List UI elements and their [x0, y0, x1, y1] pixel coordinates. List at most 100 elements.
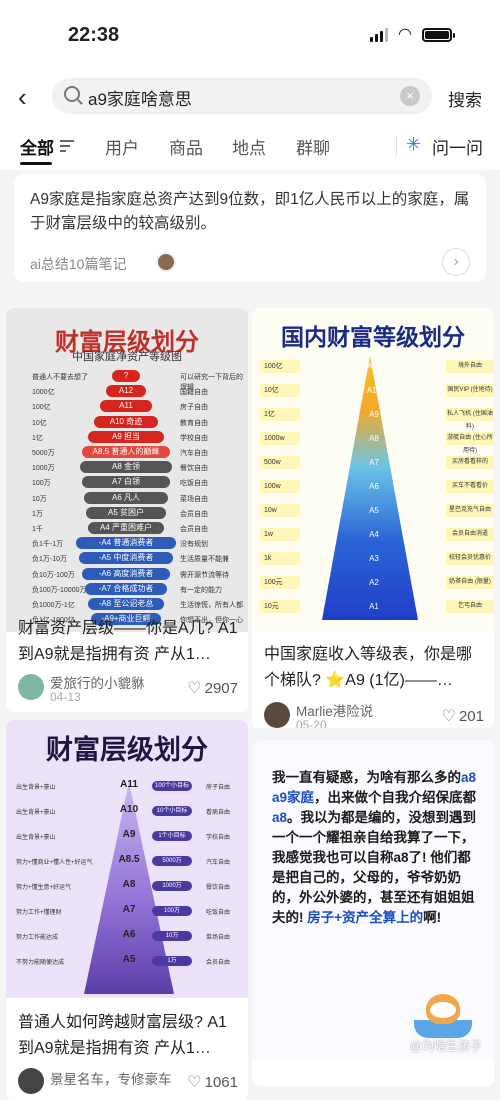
level-tag: A7 白领 [82, 476, 170, 489]
level-desc: 学校自由 [180, 434, 208, 442]
level-amount: 1000万 [152, 881, 192, 891]
level-amount: 10w [260, 504, 300, 517]
image-heading: 国内财富等级划分 [281, 324, 465, 350]
level-amount: 负1千-1万 [32, 541, 64, 549]
level-tag: -A7 合格成功者 [85, 582, 167, 595]
level-path: 不努力能随便达成 [16, 960, 65, 966]
level-tag: A2 [369, 578, 379, 587]
level-tag: A10 奇迹 [94, 415, 158, 428]
search-button[interactable]: 搜索 [448, 91, 482, 110]
level-amount: 100亿 [32, 404, 51, 412]
level-desc: 吃饭自由 [180, 480, 208, 488]
level-desc: 会员自由 [180, 526, 208, 533]
like-button[interactable]: ♡ 201 [442, 706, 484, 726]
level-amount: 100亿 [260, 360, 300, 373]
signal-icon [370, 28, 389, 42]
level-desc: 你想不出，但你一心 [180, 617, 243, 625]
back-icon[interactable]: ‹ [18, 82, 27, 112]
tab-bar: 全部 用户 商品 地点 群聊 ✳ 问一问 [0, 122, 500, 170]
active-tab-indicator [20, 162, 52, 165]
level-tag: -A9+商业巨鳄 [91, 613, 161, 626]
level-desc: 餐饮自由 [206, 885, 231, 891]
note-card[interactable]: 财富层级划分 出生背景+豪山 A11 100个小目标 房子自由 出生背景+豪山 A10 10… [6, 720, 248, 1100]
level-amount: 1000亿 [32, 389, 55, 397]
level-desc: 教育自由 [180, 419, 208, 427]
ask-button[interactable]: 问一问 [432, 139, 483, 158]
note-text: 我一直有疑惑，为啥有那么多的a8 a9家庭，出来做个自我介绍保底都 a8。我以为都… [272, 768, 482, 928]
sparkle-icon[interactable]: ✳ [406, 134, 422, 154]
level-tag: A7 [369, 458, 379, 467]
ai-summary-card[interactable]: A9家庭是指家庭总资产达到9位数，即1亿人民币以上的家庭，属于财富层级中的较高级… [14, 174, 486, 282]
status-icons: ◠ [370, 26, 455, 43]
search-input[interactable]: a9家庭啥意思 × [52, 78, 432, 114]
level-amount: 10亿 [260, 384, 300, 397]
search-row: ‹ a9家庭啥意思 × 搜索 [0, 70, 500, 122]
level-desc: 会员自由 [180, 510, 208, 518]
note-image: 国内财富等级划分 100亿 A11 境外自由 10亿 A10 国民VIP (住地待) 1亿 A… [252, 308, 494, 632]
watermark: @为啥生孩子 [409, 1039, 482, 1053]
level-amount: 1000w [260, 432, 300, 445]
level-amount: 100w [260, 480, 300, 493]
level-desc: 吃饭自由 [206, 910, 231, 916]
note-card[interactable]: 我一直有疑惑，为啥有那么多的a8 a9家庭，出来做个自我介绍保底都 a8。我以为都… [252, 740, 494, 1086]
tab-users[interactable]: 用户 [105, 139, 139, 158]
level-tag: A6 [122, 929, 136, 940]
level-tag: A7 [122, 904, 136, 915]
note-title: 普通人如何跨越财富层级? A1到A9就是指拥有资 产从1… [18, 1014, 227, 1057]
post-date: 04-13 [50, 690, 81, 704]
note-card[interactable]: 国内财富等级划分 100亿 A11 境外自由 10亿 A10 国民VIP (住地待) 1亿 A… [252, 308, 494, 728]
level-desc: 菜场自由 [180, 495, 208, 503]
like-button[interactable]: ♡ 1061 [187, 1072, 238, 1092]
tab-products[interactable]: 商品 [169, 139, 203, 158]
level-tag: A9 [122, 829, 136, 840]
filter-icon[interactable] [60, 140, 74, 155]
author-name: Marlie港险说 [296, 704, 374, 719]
wifi-icon: ◠ [398, 26, 412, 43]
summary-text: A9家庭是指家庭总资产达到9位数，即1亿人民币以上的家庭，属于财富层级中的较高级… [30, 191, 470, 232]
tab-all[interactable]: 全部 [20, 139, 54, 158]
level-desc: 可以研究一下背后的逻辑 [180, 374, 243, 391]
level-amount: 10亿 [32, 419, 47, 427]
clear-icon[interactable]: × [400, 86, 420, 106]
body-text: 啊! [423, 910, 442, 925]
level-amount: 负1000万-1亿 [32, 602, 75, 609]
level-tag: A8 [122, 879, 136, 890]
level-path: 努力工作+懂理财 [16, 910, 62, 916]
level-tag: A4 严重困难户 [88, 522, 164, 534]
level-tag: -A4 普通消费者 [76, 537, 176, 550]
level-tag: -A5 中度消费者 [79, 552, 173, 565]
level-desc: 游艇自由 (住心所用待) [446, 432, 494, 454]
summary-meta: ai总结10篇笔记 [30, 256, 127, 272]
level-path: 出生背景+豪山 [16, 835, 56, 841]
level-tag: -A8 至公诏老总 [88, 598, 164, 610]
highlight-text: 房子+资产全算上的 [307, 910, 424, 925]
heart-icon: ♡ [441, 708, 456, 725]
chevron-right-icon[interactable]: › [442, 248, 470, 276]
level-desc: 餐饮自由 [180, 465, 208, 473]
tab-places[interactable]: 地点 [232, 139, 266, 158]
level-amount: 10万 [152, 931, 192, 941]
level-path: 出生背景+豪山 [16, 810, 56, 816]
level-desc: 会员自由消遣 [446, 528, 494, 541]
level-tag: A6 凡人 [84, 491, 168, 504]
level-desc: 房子自由 [206, 785, 231, 791]
tab-groups[interactable]: 群聊 [296, 139, 330, 158]
level-desc: 奶茶自由 (限量) [446, 576, 494, 589]
level-amount: 1千 [32, 526, 43, 533]
body-text: ，出来做个自我介绍保底都 [314, 790, 477, 805]
like-button[interactable]: ♡ 2907 [187, 678, 238, 698]
level-amount: 1000万 [32, 465, 55, 473]
level-amount: 负1亿-1000亿 [32, 617, 75, 625]
level-tag: A8.5 普通人的巅峰 [82, 446, 170, 458]
level-tag: A1 [369, 602, 379, 611]
search-icon [64, 86, 80, 102]
level-desc: 私人飞机 (住国油料) [446, 408, 494, 430]
note-card[interactable]: 财富层级划分 中国家庭净资产等级图 普通人不要去想了? 可以研究一下背后的逻辑 10… [6, 308, 248, 712]
level-path: 努力工作能达成 [16, 935, 59, 941]
highlight-text: a8 [272, 810, 288, 825]
level-desc: 校轻会员优惠价 [446, 552, 494, 565]
body-text: 我一直有疑惑，为啥有那么多的 [272, 770, 461, 785]
level-tag: A11 [100, 400, 152, 413]
level-tag: A10 [366, 386, 382, 395]
level-tag: A8 [369, 434, 379, 443]
